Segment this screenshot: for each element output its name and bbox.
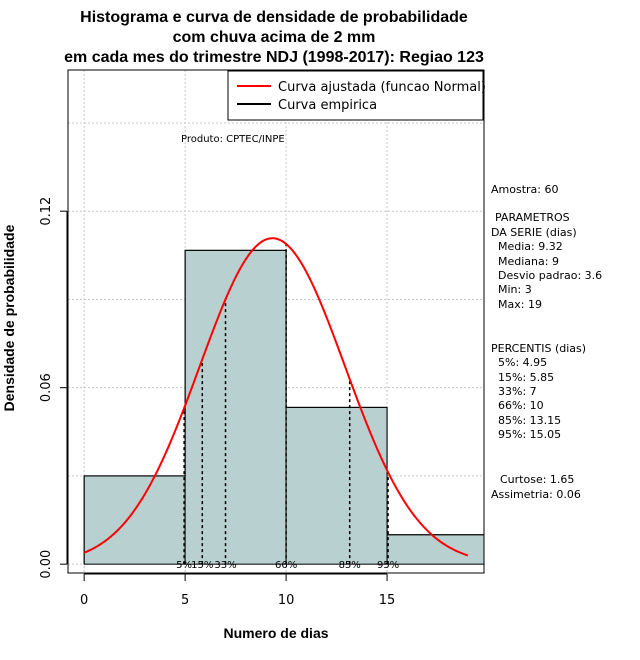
y-tick-label: 0.06 — [39, 373, 54, 402]
histogram-bar — [386, 534, 485, 565]
percentil-95: 95%: 15.05 — [498, 428, 561, 441]
density-curves — [83, 237, 484, 565]
percentile-label: 66% — [275, 560, 297, 571]
percentil-66: 66%: 10 — [498, 399, 544, 412]
empirical-curve — [83, 249, 484, 565]
histogram-bar — [83, 475, 186, 565]
param-median: Mediana: 9 — [498, 255, 559, 268]
x-axis: 0 5 10 15 — [80, 573, 396, 608]
percentil-85: 85%: 13.15 — [498, 414, 561, 427]
percentile-label: 33% — [214, 560, 236, 571]
param-mean: Media: 9.32 — [498, 240, 563, 253]
chart-title-line-2: com chuva acima de 2 mm — [173, 29, 376, 46]
percentis-title: PERCENTIS (dias) — [491, 342, 586, 355]
percentil-5: 5%: 4.95 — [498, 356, 547, 369]
x-axis-label: Numero de dias — [223, 625, 328, 641]
percentil-33: 33%: 7 — [498, 385, 537, 398]
x-tick-label: 10 — [278, 593, 295, 608]
x-tick-label: 0 — [80, 593, 88, 608]
curtose: Curtose: 1.65 — [500, 473, 574, 486]
percentile-label: 85% — [339, 560, 361, 571]
legend-fitted-label: Curva ajustada (funcao Normal) — [278, 80, 486, 95]
percentil-15: 15%: 5.85 — [498, 371, 554, 384]
chart-title-line-3: em cada mes do trimestre NDJ (1998-2017)… — [64, 49, 484, 66]
percentile-label: 5% — [176, 560, 192, 571]
legend-empirical-label: Curva empirica — [278, 98, 377, 113]
percentile-labels: 5% 15% 33% 66% 85% 95% — [176, 560, 399, 571]
histogram-bars — [83, 249, 485, 565]
params-title-2: DA SERIE (dias) — [491, 226, 577, 239]
percentile-label: 15% — [191, 560, 213, 571]
legend: Curva ajustada (funcao Normal) Curva emp… — [227, 70, 486, 121]
sample-size: Amostra: 60 — [491, 183, 558, 196]
percentile-label: 95% — [377, 560, 399, 571]
y-tick-label: 0.12 — [39, 197, 54, 226]
assimetria: Assimetria: 0.06 — [491, 488, 581, 501]
param-min: Min: 3 — [498, 283, 532, 296]
legend-box — [227, 70, 484, 121]
fitted-normal-curve — [83, 237, 469, 557]
param-sd: Desvio padrao: 3.6 — [498, 269, 602, 282]
y-axis-label: Densidade de probabilidade — [1, 224, 17, 411]
param-max: Max: 19 — [498, 298, 542, 311]
chart-title-line-1: Histograma e curva de densidade de proba… — [80, 9, 468, 26]
histogram-bar — [285, 406, 388, 565]
params-title-1: PARAMETROS — [495, 211, 570, 224]
histogram-bar — [184, 249, 287, 565]
x-tick-label: 5 — [181, 593, 189, 608]
product-note: Produto: CPTEC/INPE — [181, 134, 285, 145]
y-axis: 0.00 0.06 0.12 — [39, 197, 68, 579]
stats-panel: Amostra: 60 PARAMETROS DA SERIE (dias) M… — [491, 183, 602, 501]
y-tick-label: 0.00 — [39, 550, 54, 579]
plot-frame — [67, 69, 485, 574]
x-tick-label: 15 — [379, 593, 396, 608]
